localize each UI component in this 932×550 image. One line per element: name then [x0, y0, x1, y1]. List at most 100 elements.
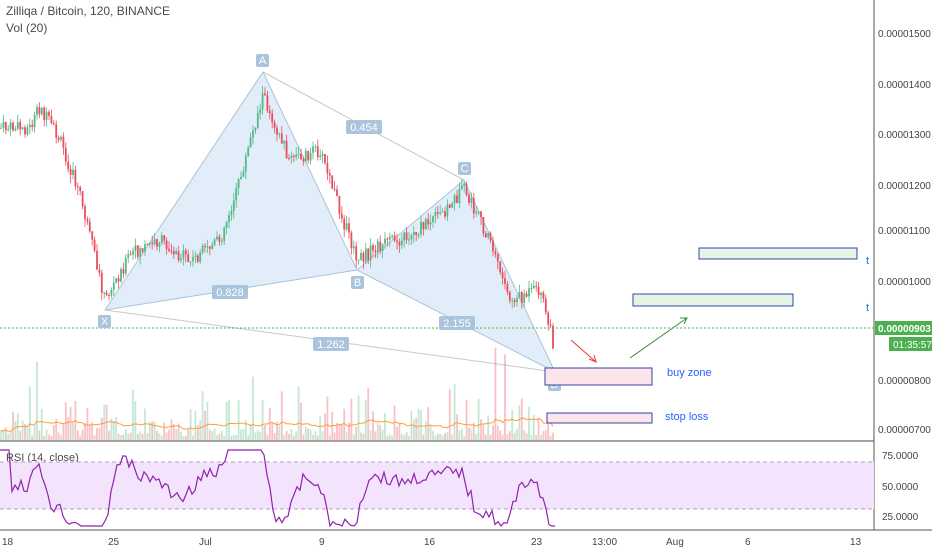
target-2-box[interactable] [698, 247, 858, 260]
candle-body [285, 140, 288, 159]
candle-body [14, 128, 17, 131]
volume-bar [348, 422, 350, 440]
volume-bar [343, 408, 346, 440]
volume-bar [28, 386, 31, 440]
volume-bar [362, 433, 365, 440]
volume-bar [64, 402, 67, 440]
volume-bar [338, 424, 341, 440]
candle-body [199, 252, 202, 262]
volume-bar [307, 428, 310, 440]
candle-body [494, 251, 497, 255]
point-label-x: X [98, 315, 111, 328]
volume-bar [326, 396, 329, 440]
candle-body [211, 244, 214, 249]
volume-bar [192, 435, 194, 440]
candle-body [523, 293, 526, 303]
candle-body [458, 188, 461, 204]
candle-body [427, 219, 430, 225]
ratio-label-ac: 0.454 [346, 120, 382, 134]
volume-bar [81, 429, 84, 440]
volume-bar [237, 400, 240, 440]
candle-body [228, 215, 230, 223]
candle-body [148, 242, 151, 245]
candle-body [259, 109, 262, 114]
candle-body [112, 282, 115, 291]
volume-bars [0, 347, 554, 440]
volume-bar [537, 417, 540, 440]
candle-body [436, 211, 439, 214]
candle-body [232, 200, 235, 212]
buy-zone-box[interactable] [544, 367, 653, 386]
stop-loss-box[interactable] [546, 412, 653, 424]
volume-bar [350, 398, 353, 440]
volume-bar [43, 435, 46, 440]
candle-body [328, 173, 331, 176]
volume-bar [76, 430, 79, 440]
volume-bar [40, 408, 43, 440]
volume-bar [472, 422, 475, 440]
volume-bar [518, 405, 521, 440]
candle-body [384, 238, 386, 245]
candle-body [300, 153, 302, 160]
volume-bar [386, 435, 389, 440]
time-tick: 6 [745, 537, 751, 548]
candle-body [163, 235, 166, 241]
target-2-label: t [866, 255, 869, 267]
candle-body [429, 222, 432, 225]
candle-body [2, 122, 5, 128]
volume-bar [520, 398, 523, 440]
volume-bar [141, 433, 144, 440]
candle-body [261, 93, 264, 110]
candle-body [220, 240, 223, 242]
time-tick: 25 [108, 537, 120, 548]
candle-body [480, 211, 482, 217]
volume-bar [403, 435, 406, 440]
candle-body [16, 122, 19, 129]
volume-bar [280, 391, 283, 440]
volume-bar [424, 421, 427, 440]
candle-body [117, 278, 120, 282]
svg-text:B: B [354, 277, 361, 289]
candle-body [420, 221, 422, 235]
price-tick: 0.00001300 [878, 130, 931, 141]
candle-body [115, 278, 118, 283]
candle-body [297, 153, 300, 155]
candle-body [292, 155, 295, 157]
time-tick: 23 [531, 537, 543, 548]
candle-body [422, 221, 425, 230]
candle-body [484, 233, 487, 238]
volume-bar [228, 400, 230, 440]
candle-body [532, 285, 535, 288]
candle-body [542, 292, 545, 299]
volume-bar [252, 376, 254, 440]
candle-body [158, 243, 161, 247]
volume-bar [264, 425, 266, 440]
volume-bar [376, 422, 379, 440]
target-1-box[interactable] [632, 293, 794, 307]
svg-text:0.454: 0.454 [350, 122, 378, 134]
volume-bar [33, 425, 36, 440]
volume-bar [372, 411, 374, 440]
volume-bar [170, 419, 173, 440]
candle-body [110, 290, 113, 296]
svg-text:0.828: 0.828 [216, 287, 244, 299]
candle-body [170, 250, 173, 252]
volume-bar [201, 391, 204, 440]
volume-bar [261, 399, 264, 440]
candle-body [254, 127, 257, 131]
volume-bar [393, 405, 396, 440]
volume-bar [422, 434, 425, 440]
candle-body [175, 251, 178, 255]
candle-body [268, 110, 271, 114]
candle-body [120, 269, 122, 282]
candle-body [432, 216, 434, 223]
volume-bar [285, 430, 288, 440]
candle-body [362, 253, 365, 262]
candle-body [343, 218, 346, 230]
candle-body [100, 272, 103, 293]
candle-body [549, 324, 552, 326]
candle-body [518, 291, 521, 298]
candle-body [319, 155, 322, 158]
volume-bar [511, 409, 514, 440]
